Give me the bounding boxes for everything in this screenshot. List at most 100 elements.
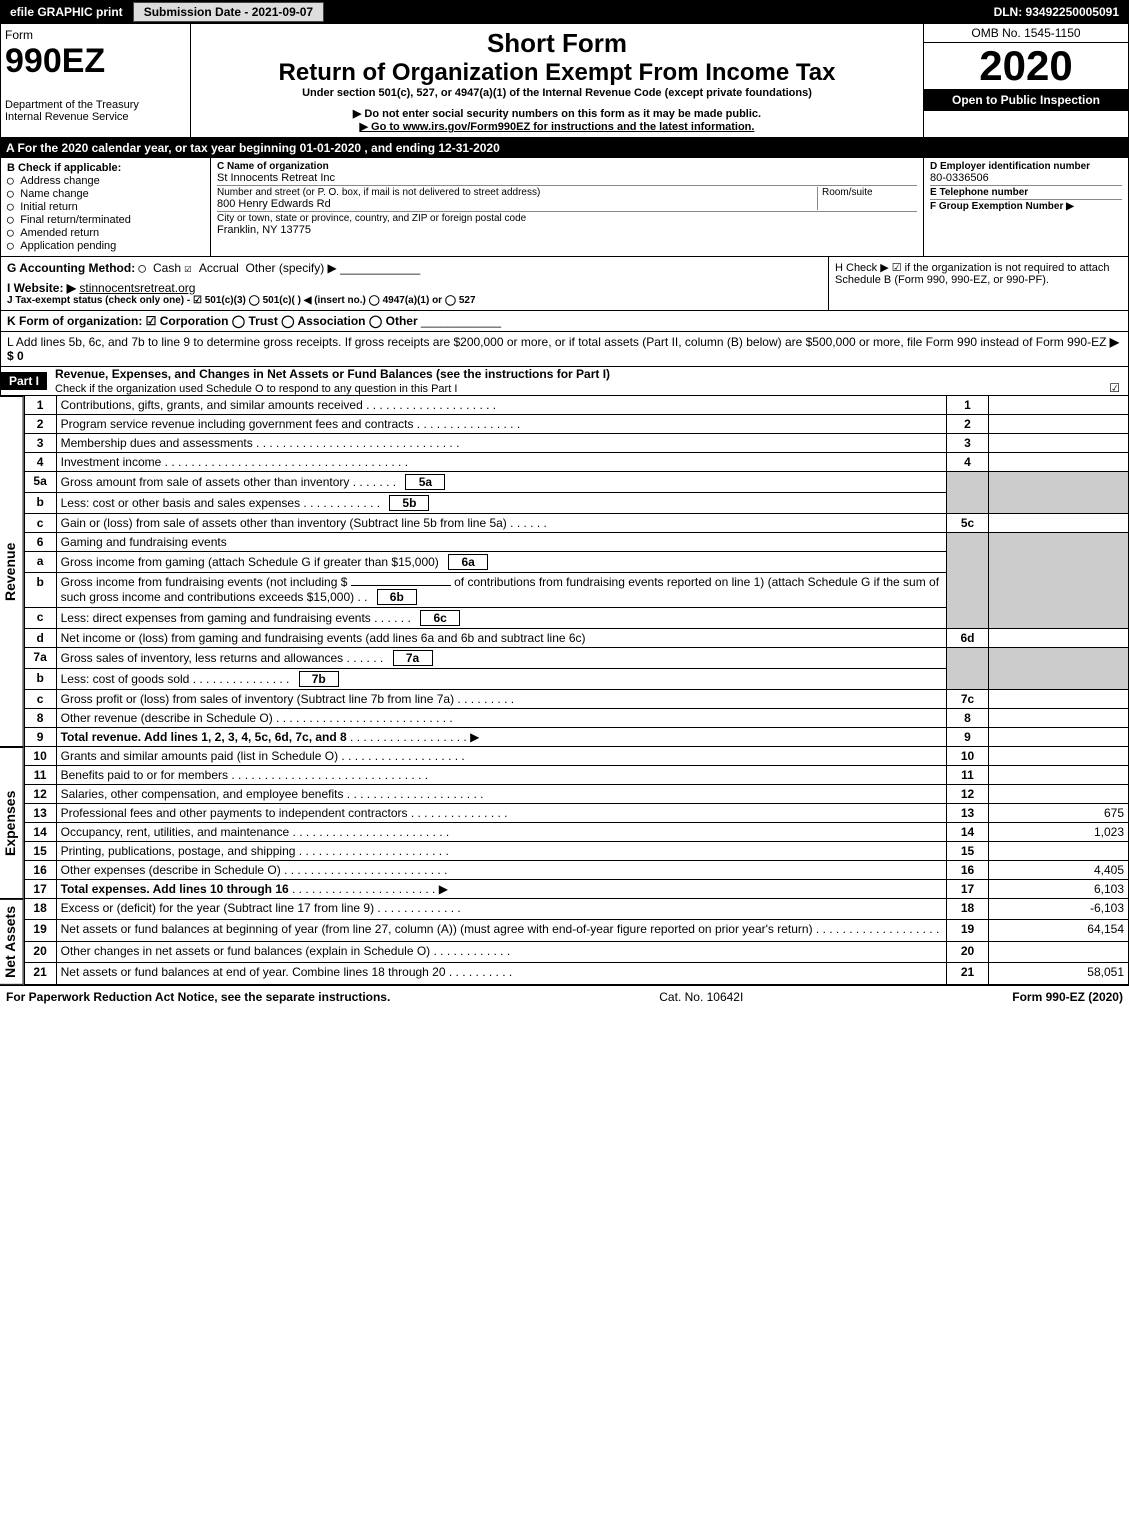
chk-name[interactable]: ◯ (7, 187, 20, 200)
i-label: I Website: ▶ (7, 281, 76, 295)
line-5c: cGain or (loss) from sale of assets othe… (24, 514, 1128, 533)
ssn-warning: ▶ Do not enter social security numbers o… (197, 107, 917, 120)
dln-label: DLN: 93492250005091 (984, 3, 1129, 21)
revenue-side: Revenue (0, 396, 24, 747)
tax-year: 2020 (924, 43, 1128, 89)
d-e-f: D Employer identification number 80-0336… (923, 158, 1128, 256)
chk-cash[interactable]: ◯ (139, 261, 153, 275)
ein: 80-0336506 (930, 172, 1122, 184)
line-14: 14Occupancy, rent, utilities, and mainte… (24, 823, 1128, 842)
l3-desc: Membership dues and assessments (61, 436, 253, 450)
line-15: 15Printing, publications, postage, and s… (24, 842, 1128, 861)
goto-link[interactable]: ▶ Go to www.irs.gov/Form990EZ for instru… (197, 120, 917, 133)
line-16: 16Other expenses (describe in Schedule O… (24, 861, 1128, 880)
l5c-desc: Gain or (loss) from sale of assets other… (61, 516, 507, 530)
f-label: F Group Exemption Number ▶ (930, 201, 1122, 212)
footer-left: For Paperwork Reduction Act Notice, see … (6, 990, 390, 1004)
opt-init: Initial return (20, 201, 77, 213)
l16-amt: 4,405 (989, 861, 1129, 880)
part1-check: Check if the organization used Schedule … (55, 383, 457, 395)
title1: Short Form (197, 28, 917, 59)
j-label: J Tax-exempt status (check only one) - ☑… (7, 295, 476, 306)
chk-amended[interactable]: ◯ (7, 226, 20, 239)
org-street: 800 Henry Edwards Rd (217, 198, 817, 210)
l7c-amt (989, 690, 1129, 709)
l21-amt: 58,051 (989, 963, 1129, 985)
line-19: 19Net assets or fund balances at beginni… (24, 920, 1128, 941)
part1-header: Part I Revenue, Expenses, and Changes in… (0, 367, 1129, 396)
goto-text: ▶ Go to www.irs.gov/Form990EZ for instru… (360, 121, 755, 133)
line-4: 4Investment income . . . . . . . . . . .… (24, 453, 1128, 472)
line-17: 17Total expenses. Add lines 10 through 1… (24, 880, 1128, 899)
l5c-amt (989, 514, 1129, 533)
chk-pending[interactable]: ◯ (7, 239, 20, 252)
l4-desc: Investment income (61, 455, 162, 469)
footer-form: Form 990-EZ (2020) (1012, 990, 1123, 1004)
l16-desc: Other expenses (describe in Schedule O) (61, 863, 281, 877)
c-city-label: City or town, state or province, country… (217, 213, 917, 224)
irs-label: Internal Revenue Service (5, 111, 186, 123)
org-city: Franklin, NY 13775 (217, 224, 917, 236)
line-13: 13Professional fees and other payments t… (24, 804, 1128, 823)
l5a-desc: Gross amount from sale of assets other t… (61, 475, 350, 489)
l2-desc: Program service revenue including govern… (61, 417, 414, 431)
open-inspection: Open to Public Inspection (924, 89, 1128, 111)
l18-desc: Excess or (deficit) for the year (Subtra… (61, 901, 374, 915)
omb-number: OMB No. 1545-1150 (924, 24, 1128, 43)
line-2: 2Program service revenue including gover… (24, 415, 1128, 434)
l15-desc: Printing, publications, postage, and shi… (61, 844, 296, 858)
l6b-pre: Gross income from fundraising events (no… (61, 575, 348, 589)
g-cash: Cash (153, 261, 181, 275)
entity-info: B Check if applicable: ◯ Address change … (0, 158, 1129, 257)
submission-button[interactable]: Submission Date - 2021-09-07 (133, 2, 324, 22)
website[interactable]: stinnocentsretreat.org (79, 281, 195, 295)
part1-tag: Part I (1, 372, 47, 390)
efile-label[interactable]: efile GRAPHIC print (0, 3, 133, 21)
g-h-row: G Accounting Method: ◯ Cash ☑ Accrual Ot… (0, 257, 1129, 311)
line-12: 12Salaries, other compensation, and empl… (24, 785, 1128, 804)
l12-desc: Salaries, other compensation, and employ… (61, 787, 344, 801)
l8-amt (989, 709, 1129, 728)
part1-check-mark[interactable]: ☑ (1109, 381, 1120, 395)
line-1: 1Contributions, gifts, grants, and simil… (24, 396, 1128, 415)
g-label: G Accounting Method: (7, 261, 135, 275)
l15-amt (989, 842, 1129, 861)
line-a: A For the 2020 calendar year, or tax yea… (0, 138, 1129, 158)
l21-desc: Net assets or fund balances at end of ye… (61, 965, 446, 979)
form-label: Form (5, 28, 186, 42)
k-row: K Form of organization: ☑ Corporation ◯ … (0, 311, 1129, 332)
opt-addr: Address change (20, 175, 100, 187)
l2-amt (989, 415, 1129, 434)
l5b-desc: Less: cost or other basis and sales expe… (61, 496, 300, 510)
footer-right: Form 990-EZ (2020) (1012, 990, 1123, 1004)
l6a-desc: Gross income from gaming (attach Schedul… (61, 555, 439, 569)
g-accrual: Accrual (199, 261, 239, 275)
l13-desc: Professional fees and other payments to … (61, 806, 408, 820)
l7a-desc: Gross sales of inventory, less returns a… (61, 651, 344, 665)
top-bar: efile GRAPHIC print Submission Date - 20… (0, 0, 1129, 24)
l4-amt (989, 453, 1129, 472)
l9-desc: Total revenue. Add lines 1, 2, 3, 4, 5c,… (61, 730, 347, 744)
revenue-table: 1Contributions, gifts, grants, and simil… (24, 396, 1129, 747)
line-11: 11Benefits paid to or for members . . . … (24, 766, 1128, 785)
org-name: St Innocents Retreat Inc (217, 172, 917, 184)
l-label: L Add lines 5b, 6c, and 7b to line 9 to … (7, 335, 1106, 349)
page-footer: For Paperwork Reduction Act Notice, see … (0, 985, 1129, 1008)
line-10: 10Grants and similar amounts paid (list … (24, 747, 1128, 766)
l10-desc: Grants and similar amounts paid (list in… (61, 749, 338, 763)
g-other: Other (specify) ▶ (246, 261, 337, 275)
chk-accrual[interactable]: ☑ (184, 261, 198, 275)
l11-desc: Benefits paid to or for members (61, 768, 228, 782)
l8-desc: Other revenue (describe in Schedule O) (61, 711, 273, 725)
line-7c: cGross profit or (loss) from sales of in… (24, 690, 1128, 709)
l13-amt: 675 (989, 804, 1129, 823)
footer-cat: Cat. No. 10642I (659, 990, 743, 1004)
chk-final[interactable]: ◯ (7, 213, 20, 226)
room-label: Room/suite (822, 187, 917, 198)
title2: Return of Organization Exempt From Incom… (197, 59, 917, 87)
line-8: 8Other revenue (describe in Schedule O) … (24, 709, 1128, 728)
l6d-amt (989, 629, 1129, 648)
chk-address[interactable]: ◯ (7, 174, 20, 187)
chk-initial[interactable]: ◯ (7, 200, 20, 213)
netassets-side: Net Assets (0, 899, 24, 985)
